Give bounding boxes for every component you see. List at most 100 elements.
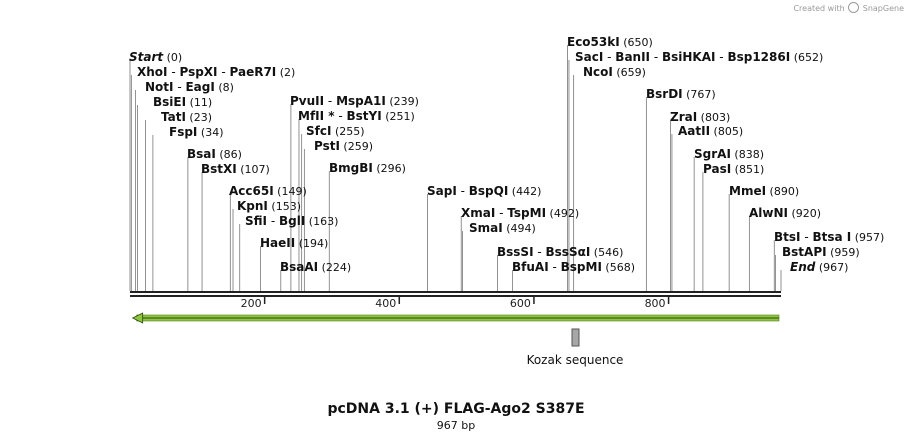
enzyme-name: BfuAI (512, 260, 549, 274)
site-separator: - (801, 230, 813, 244)
enzyme-name: PstI (314, 139, 340, 153)
enzyme-name: BtsI (774, 230, 801, 244)
site-label: NotI - EagI (8) (145, 80, 234, 94)
site-position: (239) (386, 95, 419, 108)
enzyme-name: BanII (615, 50, 650, 64)
enzyme-name: BsiHKAI (662, 50, 716, 64)
site-label: FspI (34) (169, 125, 223, 139)
enzyme-name: XmaI (461, 206, 495, 220)
site-label: BstXI (107) (201, 162, 270, 176)
ruler-tick-label: 800 (645, 297, 666, 310)
site-position: (11) (186, 96, 212, 109)
enzyme-name: Acc65I (229, 184, 274, 198)
site-separator: - (457, 184, 469, 198)
site-position: (967) (815, 261, 848, 274)
enzyme-name: BspQI (469, 184, 509, 198)
enzyme-name: FspI (169, 125, 197, 139)
ruler-tick-label: 600 (510, 297, 531, 310)
site-position: (255) (331, 125, 364, 138)
site-label: TatI (23) (161, 110, 212, 124)
site-label: XhoI - PspXI - PaeR7I (2) (137, 65, 295, 79)
site-separator: - (174, 80, 186, 94)
site-position: (296) (373, 162, 406, 175)
site-separator: - (218, 65, 230, 79)
site-label: AlwNI (920) (749, 206, 821, 220)
site-position: (494) (503, 222, 536, 235)
site-position: (153) (268, 200, 301, 213)
enzyme-name: MspA1I (336, 94, 386, 108)
site-position: (659) (613, 66, 646, 79)
enzyme-name: BstYI (347, 109, 382, 123)
snapgene-logo-icon (848, 2, 860, 13)
enzyme-name: MmeI (729, 184, 766, 198)
site-position: (23) (186, 111, 212, 124)
site-position: (652) (790, 51, 823, 64)
enzyme-name: SfiI (245, 214, 267, 228)
enzyme-name: Eco53kI (567, 35, 620, 49)
enzyme-name: XhoI (137, 65, 168, 79)
enzyme-name: End (790, 260, 816, 274)
site-label: BsaAI (224) (280, 260, 351, 274)
enzyme-name: PaeR7I (230, 65, 277, 79)
enzyme-name: PvuII (290, 94, 324, 108)
site-separator: - (715, 50, 727, 64)
site-label: Eco53kI (650) (567, 35, 653, 49)
site-label: XmaI - TspMI (492) (461, 206, 579, 220)
site-label: SfiI - BglI (163) (245, 214, 338, 228)
site-label: PasI (851) (703, 162, 764, 176)
enzyme-name: AlwNI (749, 206, 788, 220)
enzyme-name: SmaI (469, 221, 503, 235)
site-position: (8) (215, 81, 234, 94)
site-position: (0) (163, 51, 182, 64)
site-label: SacI - BanII - BsiHKAI - Bsp1286I (652) (575, 50, 823, 64)
site-labels: Start (0)XhoI - PspXI - PaeR7I (2)NotI -… (129, 35, 884, 274)
site-label: HaeII (194) (260, 236, 328, 250)
site-label: Start (0) (129, 50, 182, 64)
site-separator: - (168, 65, 180, 79)
enzyme-name: EagI (185, 80, 214, 94)
site-position: (650) (620, 36, 653, 49)
site-position: (546) (590, 246, 623, 259)
site-label: BtsI - Btsa I (957) (774, 230, 884, 244)
ruler-tick-label: 400 (375, 297, 396, 310)
site-position: (492) (546, 207, 579, 220)
enzyme-name: KpnI (237, 199, 268, 213)
site-separator: - (267, 214, 279, 228)
site-separator: - (603, 50, 615, 64)
site-label: BsrDI (767) (646, 87, 716, 101)
site-label: MmeI (890) (729, 184, 799, 198)
enzyme-name: NotI (145, 80, 174, 94)
site-label: BsiEI (11) (153, 95, 212, 109)
enzyme-name: SacI (575, 50, 603, 64)
snapgene-credit: Created with SnapGene (793, 2, 904, 13)
site-leaders (129, 45, 782, 291)
site-label: MfII * - BstYI (251) (298, 109, 415, 123)
site-position: (149) (274, 185, 307, 198)
enzyme-name: TspMI (507, 206, 546, 220)
site-separator: - (495, 206, 507, 220)
enzyme-name: PspXI (179, 65, 217, 79)
enzyme-name: SapI (427, 184, 457, 198)
site-separator: - (549, 260, 561, 274)
plasmid-length: 967 bp (436, 419, 476, 432)
site-label: BmgBI (296) (329, 161, 406, 175)
site-label: SmaI (494) (469, 221, 536, 235)
site-position: (86) (216, 148, 242, 161)
enzyme-name: BssSI (497, 245, 534, 259)
site-label: SfcI (255) (306, 124, 365, 138)
site-position: (251) (382, 110, 415, 123)
feature-kozak-box (571, 328, 580, 347)
feature-kozak-label: Kozak sequence (527, 353, 624, 367)
enzyme-name: PasI (703, 162, 731, 176)
feature-arrow (131, 312, 780, 324)
enzyme-name: HaeII (260, 236, 295, 250)
enzyme-name: BmgBI (329, 161, 373, 175)
enzyme-name: BsaI (187, 147, 216, 161)
enzyme-name: MfII * (298, 109, 335, 123)
site-position: (442) (508, 185, 541, 198)
enzyme-name: Start (129, 50, 164, 64)
site-label: SgrAI (838) (694, 147, 764, 161)
site-position: (568) (602, 261, 635, 274)
site-label: PvuII - MspA1I (239) (290, 94, 419, 108)
